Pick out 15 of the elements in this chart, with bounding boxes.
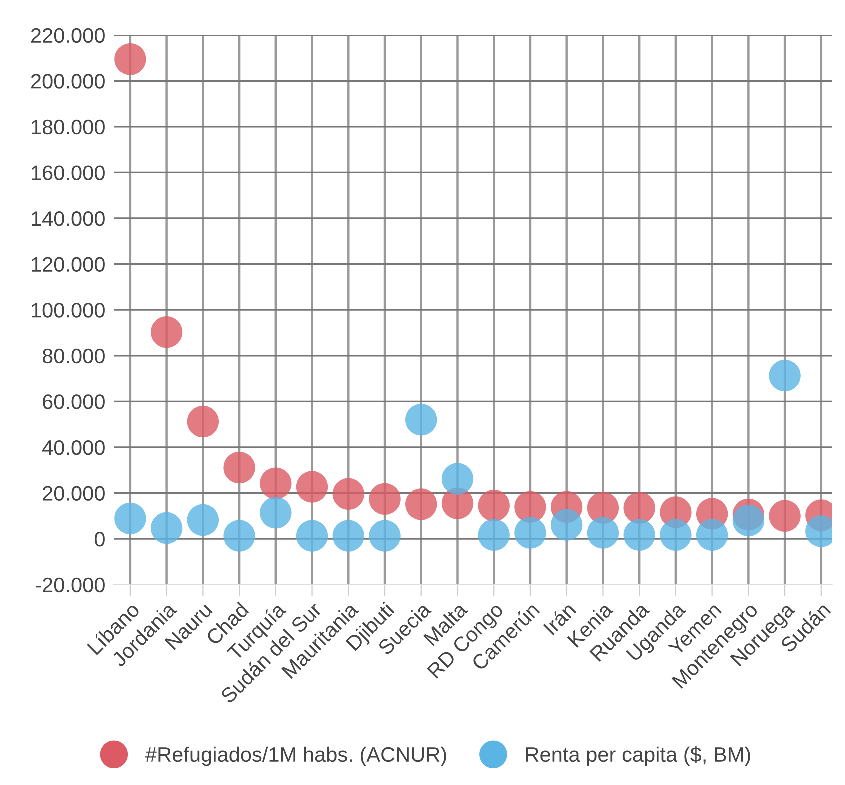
y-tick-label: 220.000 xyxy=(31,28,105,44)
y-tick-label: 20.000 xyxy=(43,486,105,501)
legend-label: Renta per capita ($, BM) xyxy=(526,746,750,766)
y-tick-label: 160.000 xyxy=(32,166,105,180)
y-tick-label: 80.000 xyxy=(42,348,105,364)
legend-label: #Refugiados/1M habs. (ACNUR) xyxy=(146,746,446,766)
y-tick-label: -20.000 xyxy=(36,578,105,593)
y-tick-label: 120.000 xyxy=(32,257,105,272)
y-tick-label: 200.000 xyxy=(31,74,105,89)
y-tick-label: 140.000 xyxy=(32,211,105,226)
y-tick-label: 100.000 xyxy=(32,303,105,318)
y-tick-label: 40.000 xyxy=(42,440,105,456)
y-tick-label: 60.000 xyxy=(43,394,105,410)
y-tick-label: 0 xyxy=(94,532,105,547)
y-tick-label: 180.000 xyxy=(32,120,105,135)
